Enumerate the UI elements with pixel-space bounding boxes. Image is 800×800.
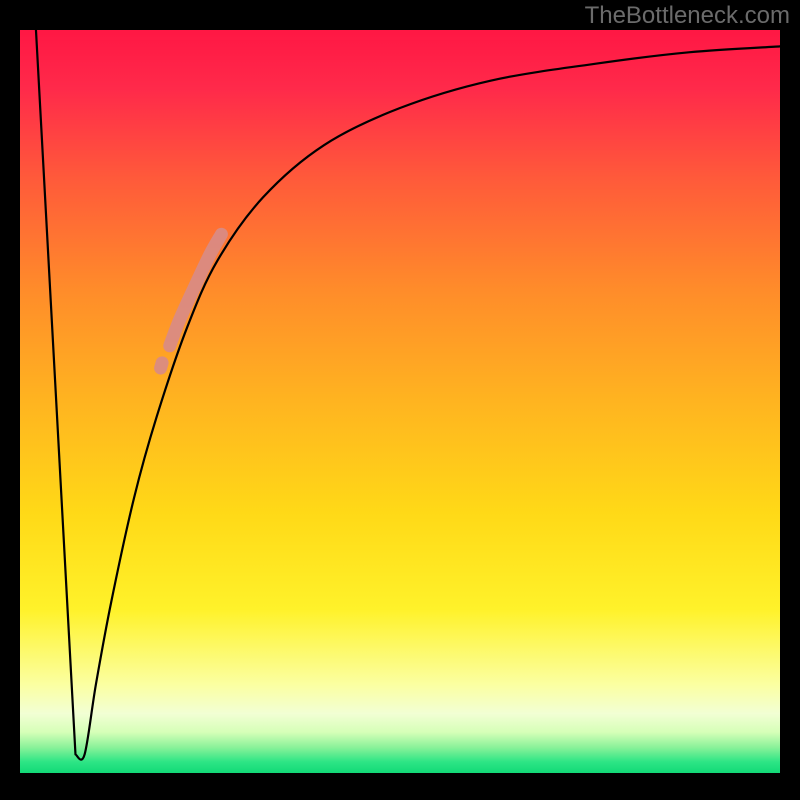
highlight-segment <box>161 363 163 368</box>
gradient-background <box>20 30 780 773</box>
bottleneck-chart <box>0 0 800 800</box>
figure-container: TheBottleneck.com <box>0 0 800 800</box>
